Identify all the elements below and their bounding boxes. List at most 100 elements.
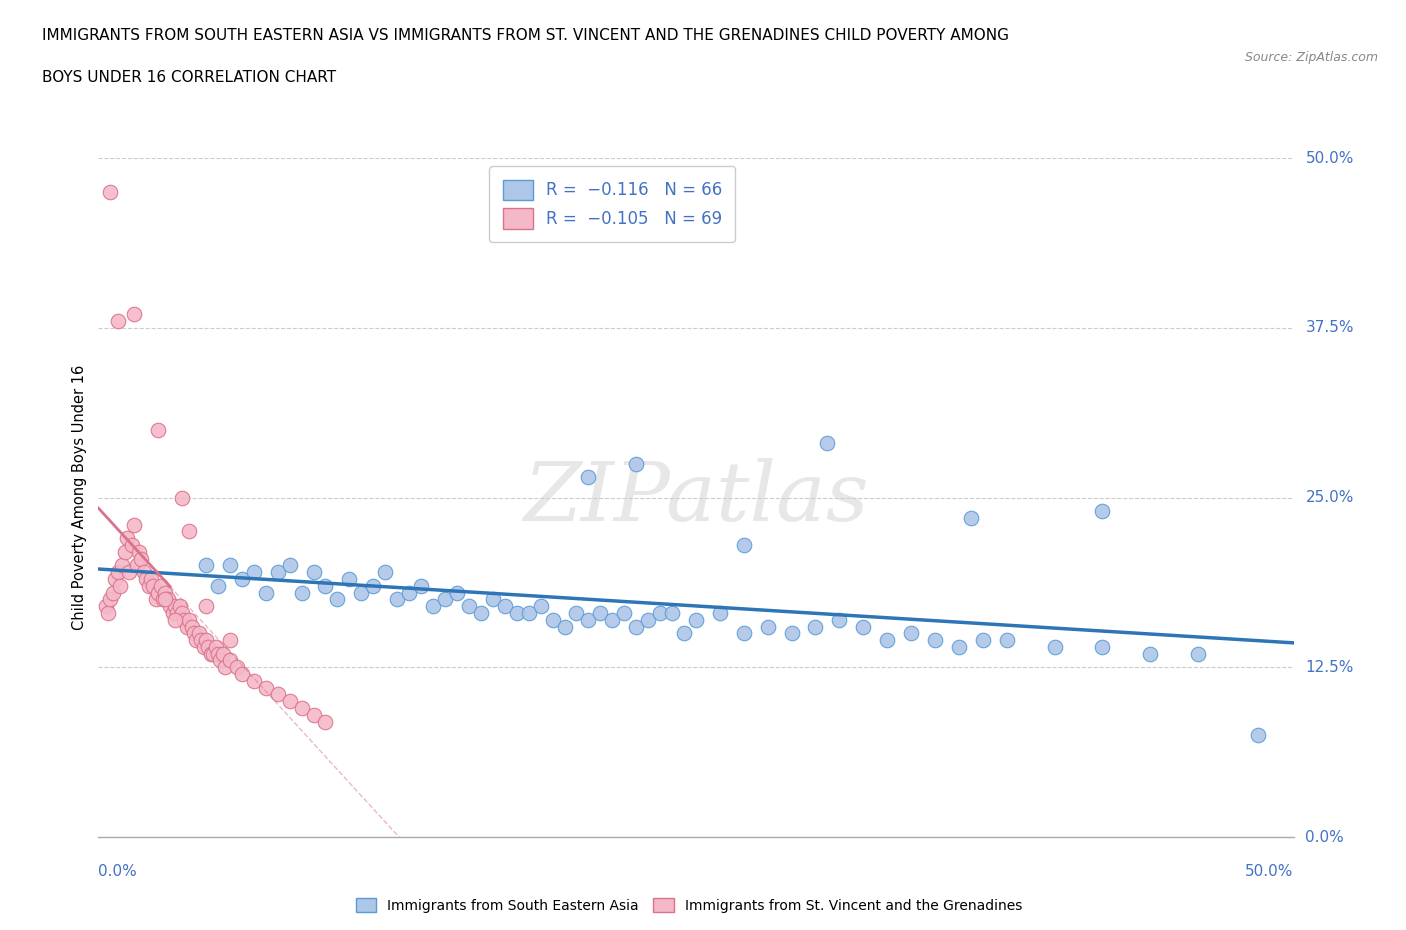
Text: IMMIGRANTS FROM SOUTH EASTERN ASIA VS IMMIGRANTS FROM ST. VINCENT AND THE GRENAD: IMMIGRANTS FROM SOUTH EASTERN ASIA VS IM… [42, 28, 1010, 43]
Point [97, 605, 120, 620]
Point [163, 612, 186, 627]
Point [506, 605, 529, 620]
Point [254, 680, 277, 695]
Point [128, 544, 150, 559]
Point [145, 592, 167, 607]
Point [172, 490, 194, 505]
Y-axis label: Child Poverty Among Boys Under 16: Child Poverty Among Boys Under 16 [72, 365, 87, 631]
Point [219, 632, 242, 647]
Point [180, 619, 202, 634]
Point [267, 687, 290, 702]
Point [209, 653, 232, 668]
Point [169, 599, 191, 614]
Point [142, 578, 165, 593]
Point [278, 694, 301, 709]
Point [155, 585, 177, 600]
Point [194, 632, 217, 647]
Point [219, 653, 242, 668]
Point [948, 640, 970, 655]
Point [554, 619, 576, 634]
Point [254, 585, 277, 600]
Point [135, 572, 157, 587]
Point [242, 565, 264, 579]
Point [1091, 640, 1114, 655]
Point [804, 619, 827, 634]
Point [179, 612, 201, 627]
Point [94, 599, 117, 614]
Point [780, 626, 803, 641]
Point [565, 605, 588, 620]
Point [104, 572, 127, 587]
Point [385, 592, 409, 607]
Point [637, 612, 659, 627]
Point [733, 538, 755, 552]
Point [756, 619, 779, 634]
Text: ZIPatlas: ZIPatlas [523, 458, 869, 538]
Point [326, 592, 349, 607]
Point [173, 612, 195, 627]
Point [163, 599, 186, 614]
Point [194, 599, 217, 614]
Point [673, 626, 696, 641]
Point [107, 313, 129, 328]
Point [166, 605, 188, 620]
Point [149, 578, 172, 593]
Point [114, 544, 136, 559]
Point [733, 626, 755, 641]
Point [541, 612, 564, 627]
Text: 0.0%: 0.0% [98, 864, 138, 879]
Point [219, 558, 242, 573]
Point [624, 619, 647, 634]
Point [709, 605, 731, 620]
Point [172, 605, 194, 620]
Point [214, 660, 236, 675]
Point [1091, 504, 1114, 519]
Legend: R =  −0.116   N = 66, R =  −0.105   N = 69: R = −0.116 N = 66, R = −0.105 N = 69 [489, 166, 735, 242]
Point [1139, 646, 1161, 661]
Text: 0.0%: 0.0% [1305, 830, 1344, 844]
Point [98, 592, 122, 607]
Point [176, 619, 198, 634]
Point [624, 457, 647, 472]
Point [183, 626, 205, 641]
Point [363, 578, 385, 593]
Point [900, 626, 922, 641]
Point [302, 708, 325, 723]
Point [481, 592, 505, 607]
Point [193, 640, 215, 655]
Point [207, 578, 229, 593]
Point [159, 599, 181, 614]
Point [200, 646, 222, 661]
Point [132, 565, 155, 579]
Point [111, 558, 134, 573]
Text: 37.5%: 37.5% [1305, 320, 1354, 336]
Point [648, 605, 672, 620]
Point [107, 565, 129, 579]
Point [211, 646, 233, 661]
Point [186, 632, 208, 647]
Point [187, 626, 209, 641]
Point [155, 592, 177, 607]
Point [131, 551, 153, 566]
Point [470, 605, 492, 620]
Point [422, 599, 444, 614]
Point [1043, 640, 1066, 655]
Point [202, 646, 225, 661]
Point [661, 605, 683, 620]
Point [121, 538, 143, 552]
Point [924, 632, 946, 647]
Point [1187, 646, 1209, 661]
Point [139, 572, 162, 587]
Point [685, 612, 707, 627]
Point [972, 632, 994, 647]
Point [290, 700, 312, 715]
Point [194, 558, 217, 573]
Point [125, 558, 148, 573]
Point [152, 592, 174, 607]
Point [226, 660, 249, 675]
Point [494, 599, 516, 614]
Point [995, 632, 1018, 647]
Point [876, 632, 898, 647]
Point [156, 592, 179, 607]
Point [576, 470, 599, 485]
